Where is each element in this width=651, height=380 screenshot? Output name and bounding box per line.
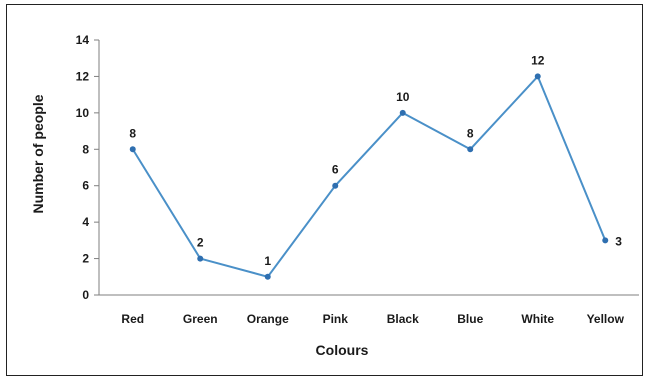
- y-axis: 0 2 4 6 8 10 12 14: [76, 33, 100, 302]
- data-point: [602, 237, 609, 244]
- y-tick-label: 8: [82, 142, 89, 156]
- data-point: [332, 182, 339, 189]
- y-tick-label: 6: [82, 179, 89, 193]
- data-label: 10: [396, 90, 410, 104]
- chart-frame: 0 2 4 6 8 10 12 14 Red Green Orange Pink Black Blue W…: [6, 4, 643, 376]
- data-point: [197, 255, 204, 262]
- y-tick-label: 10: [76, 106, 90, 120]
- x-axis-title: Colours: [316, 342, 369, 358]
- x-tick-label: Blue: [457, 312, 483, 326]
- x-tick-label: White: [521, 312, 554, 326]
- y-tick-label: 14: [76, 33, 90, 47]
- data-label: 8: [129, 126, 136, 140]
- y-axis-title: Number of people: [30, 94, 46, 213]
- data-label: 1: [264, 254, 271, 268]
- data-point: [264, 273, 271, 280]
- data-label: 2: [197, 236, 204, 250]
- y-tick-label: 2: [82, 252, 89, 266]
- data-label: 6: [332, 163, 339, 177]
- x-tick-label: Black: [387, 312, 419, 326]
- data-label: 12: [531, 53, 545, 67]
- data-point: [534, 73, 541, 80]
- data-label: 3: [615, 234, 622, 248]
- data-point: [399, 109, 406, 116]
- data-point: [467, 146, 474, 153]
- x-tick-label: Orange: [247, 312, 289, 326]
- data-label: 8: [467, 126, 474, 140]
- x-tick-label: Yellow: [587, 312, 625, 326]
- x-axis: Red Green Orange Pink Black Blue White Yellow: [99, 294, 639, 326]
- x-tick-label: Red: [121, 312, 144, 326]
- x-tick-label: Green: [183, 312, 218, 326]
- x-tick-label: Pink: [323, 312, 349, 326]
- series: [129, 73, 609, 280]
- y-tick-label: 0: [82, 288, 89, 302]
- data-point: [129, 146, 136, 153]
- y-tick-label: 4: [82, 215, 89, 229]
- data-labels: 8 2 1 6 10 8 12 3: [129, 53, 622, 267]
- series-line: [131, 75, 607, 278]
- y-tick-label: 12: [76, 69, 90, 83]
